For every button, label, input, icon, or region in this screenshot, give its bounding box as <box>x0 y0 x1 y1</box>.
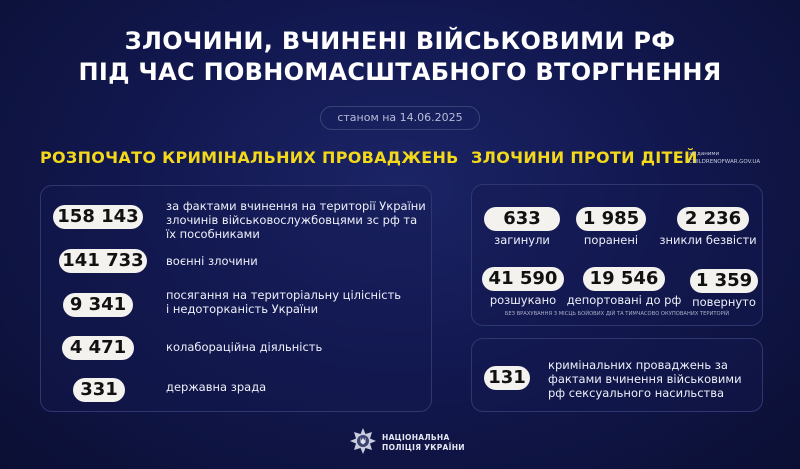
stat-value: 141 733 <box>59 249 147 273</box>
stat-label: загинули <box>494 233 550 247</box>
stat-label: поранені <box>583 233 639 247</box>
stat-value: 131 <box>484 366 530 390</box>
stat-value: 1 985 <box>576 207 646 231</box>
children-heading: ЗЛОЧИНИ ПРОТИ ДІТЕЙ <box>471 148 698 167</box>
stat-value: 158 143 <box>53 205 143 229</box>
stat-label: повернуто <box>692 295 756 309</box>
stat-desc: за фактами вчинення на території України… <box>166 199 426 241</box>
stat-value: 1 359 <box>690 269 758 293</box>
stat-value: 41 590 <box>482 267 564 291</box>
stat-value: 9 341 <box>63 293 133 317</box>
stat-value: 633 <box>484 207 560 231</box>
children-note: БЕЗ ВРАХУВАННЯ З МІСЦЬ БОЙОВИХ ДІЙ ТА ТИ… <box>504 311 730 317</box>
stat-value: 2 236 <box>677 207 749 231</box>
police-logo-text: НАЦІОНАЛЬНА ПОЛІЦІЯ УКРАЇНИ <box>382 433 465 452</box>
page-title: ЗЛОЧИНИ, ВЧИНЕНІ ВІЙСЬКОВИМИ РФ ПІД ЧАС … <box>78 27 722 86</box>
stat-desc: колабораційна діяльність <box>166 340 323 354</box>
date-badge: станом на 14.06.2025 <box>320 106 480 130</box>
stat-value: 19 546 <box>583 267 665 291</box>
police-star-icon <box>350 428 376 454</box>
stat-label: розшукано <box>489 293 557 307</box>
stat-desc: воєнні злочини <box>166 254 258 268</box>
stat-label: зникли безвісти <box>659 233 757 247</box>
stat-value: 331 <box>73 378 125 402</box>
source-note: за даними CHILDRENOFWAR.GOV.UA <box>689 151 761 165</box>
stat-desc: державна зрада <box>166 380 267 394</box>
stat-label: депортовані до рф <box>566 293 682 307</box>
stat-value: 4 471 <box>62 336 134 360</box>
criminal-heading: РОЗПОЧАТО КРИМІНАЛЬНИХ ПРОВАДЖЕНЬ <box>40 148 459 167</box>
stat-desc: посягання на територіальну цілісність і … <box>166 288 402 316</box>
stat-desc: кримінальних проваджень за фактами вчине… <box>548 358 742 400</box>
